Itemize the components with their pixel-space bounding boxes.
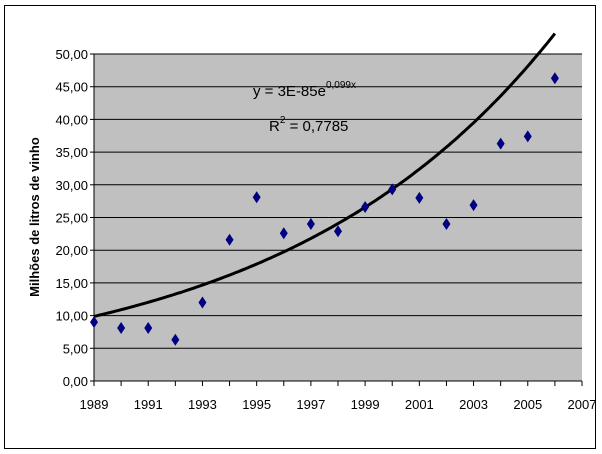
x-tick-labels: 1989 1991 1993 1995 1997 1999 2001 2003 2005 2007	[80, 397, 595, 412]
data-points	[90, 72, 559, 346]
gridlines	[94, 53, 582, 382]
data-point	[334, 225, 342, 238]
x-tick-label: 2001	[405, 397, 434, 412]
r2-symbol: R	[269, 118, 280, 135]
y-tick-label: 50,00	[55, 47, 88, 62]
y-tick-label: 10,00	[55, 309, 88, 324]
data-point	[415, 191, 424, 204]
y-axis-label: Milhões de litros de vinho	[27, 137, 42, 297]
data-point	[442, 218, 451, 231]
chart-frame: 0,00 5,00 10,00 15,00 20,00 25,00 30,00 35,00 40…	[4, 5, 596, 449]
scatter-chart: 0,00 5,00 10,00 15,00 20,00 25,00 30,00 35,00 40…	[27, 32, 595, 412]
equation-exponent: 0,099x	[326, 80, 356, 91]
data-point	[469, 199, 478, 212]
y-tick-label: 0,00	[63, 374, 88, 389]
data-point	[171, 333, 180, 346]
r-squared: R2 = 0,7785	[269, 115, 348, 135]
x-tick-label: 2003	[459, 397, 488, 412]
y-tick-labels: 0,00 5,00 10,00 15,00 20,00 25,00 30,00 35,00 40…	[55, 47, 88, 389]
y-tick-label: 30,00	[55, 178, 88, 193]
y-tick-label: 5,00	[63, 341, 88, 356]
data-point	[198, 296, 207, 309]
equation-main: y = 3E-85e	[253, 83, 326, 100]
data-point	[361, 201, 370, 214]
r2-value: = 0,7785	[285, 118, 348, 135]
y-tick-label: 25,00	[55, 211, 88, 226]
data-point	[388, 183, 397, 196]
x-tick-label: 1993	[188, 397, 217, 412]
r2-superscript: 2	[280, 115, 286, 126]
data-point	[550, 72, 559, 85]
y-tick-label: 15,00	[55, 276, 88, 291]
data-point	[306, 218, 315, 231]
data-point	[252, 191, 261, 204]
x-tick-label: 1997	[296, 397, 325, 412]
data-point	[523, 130, 532, 143]
data-point	[90, 316, 98, 329]
y-tick-label: 20,00	[55, 243, 88, 258]
x-tick-label: 1989	[80, 397, 109, 412]
y-tick-label: 35,00	[55, 145, 88, 160]
data-point	[117, 322, 126, 335]
data-point	[279, 227, 288, 240]
x-tick-label: 1999	[351, 397, 380, 412]
x-tick-label: 1995	[242, 397, 271, 412]
x-tick-label: 2007	[568, 397, 595, 412]
data-point	[225, 233, 234, 246]
data-point	[144, 322, 153, 335]
x-tick-label: 2005	[513, 397, 542, 412]
y-tick-label: 40,00	[55, 112, 88, 127]
y-tick-label: 45,00	[55, 80, 88, 95]
trendline-equation: y = 3E-85e0,099x	[253, 80, 356, 100]
x-tick-label: 1991	[134, 397, 163, 412]
trendline	[93, 32, 557, 318]
data-point	[496, 137, 505, 150]
